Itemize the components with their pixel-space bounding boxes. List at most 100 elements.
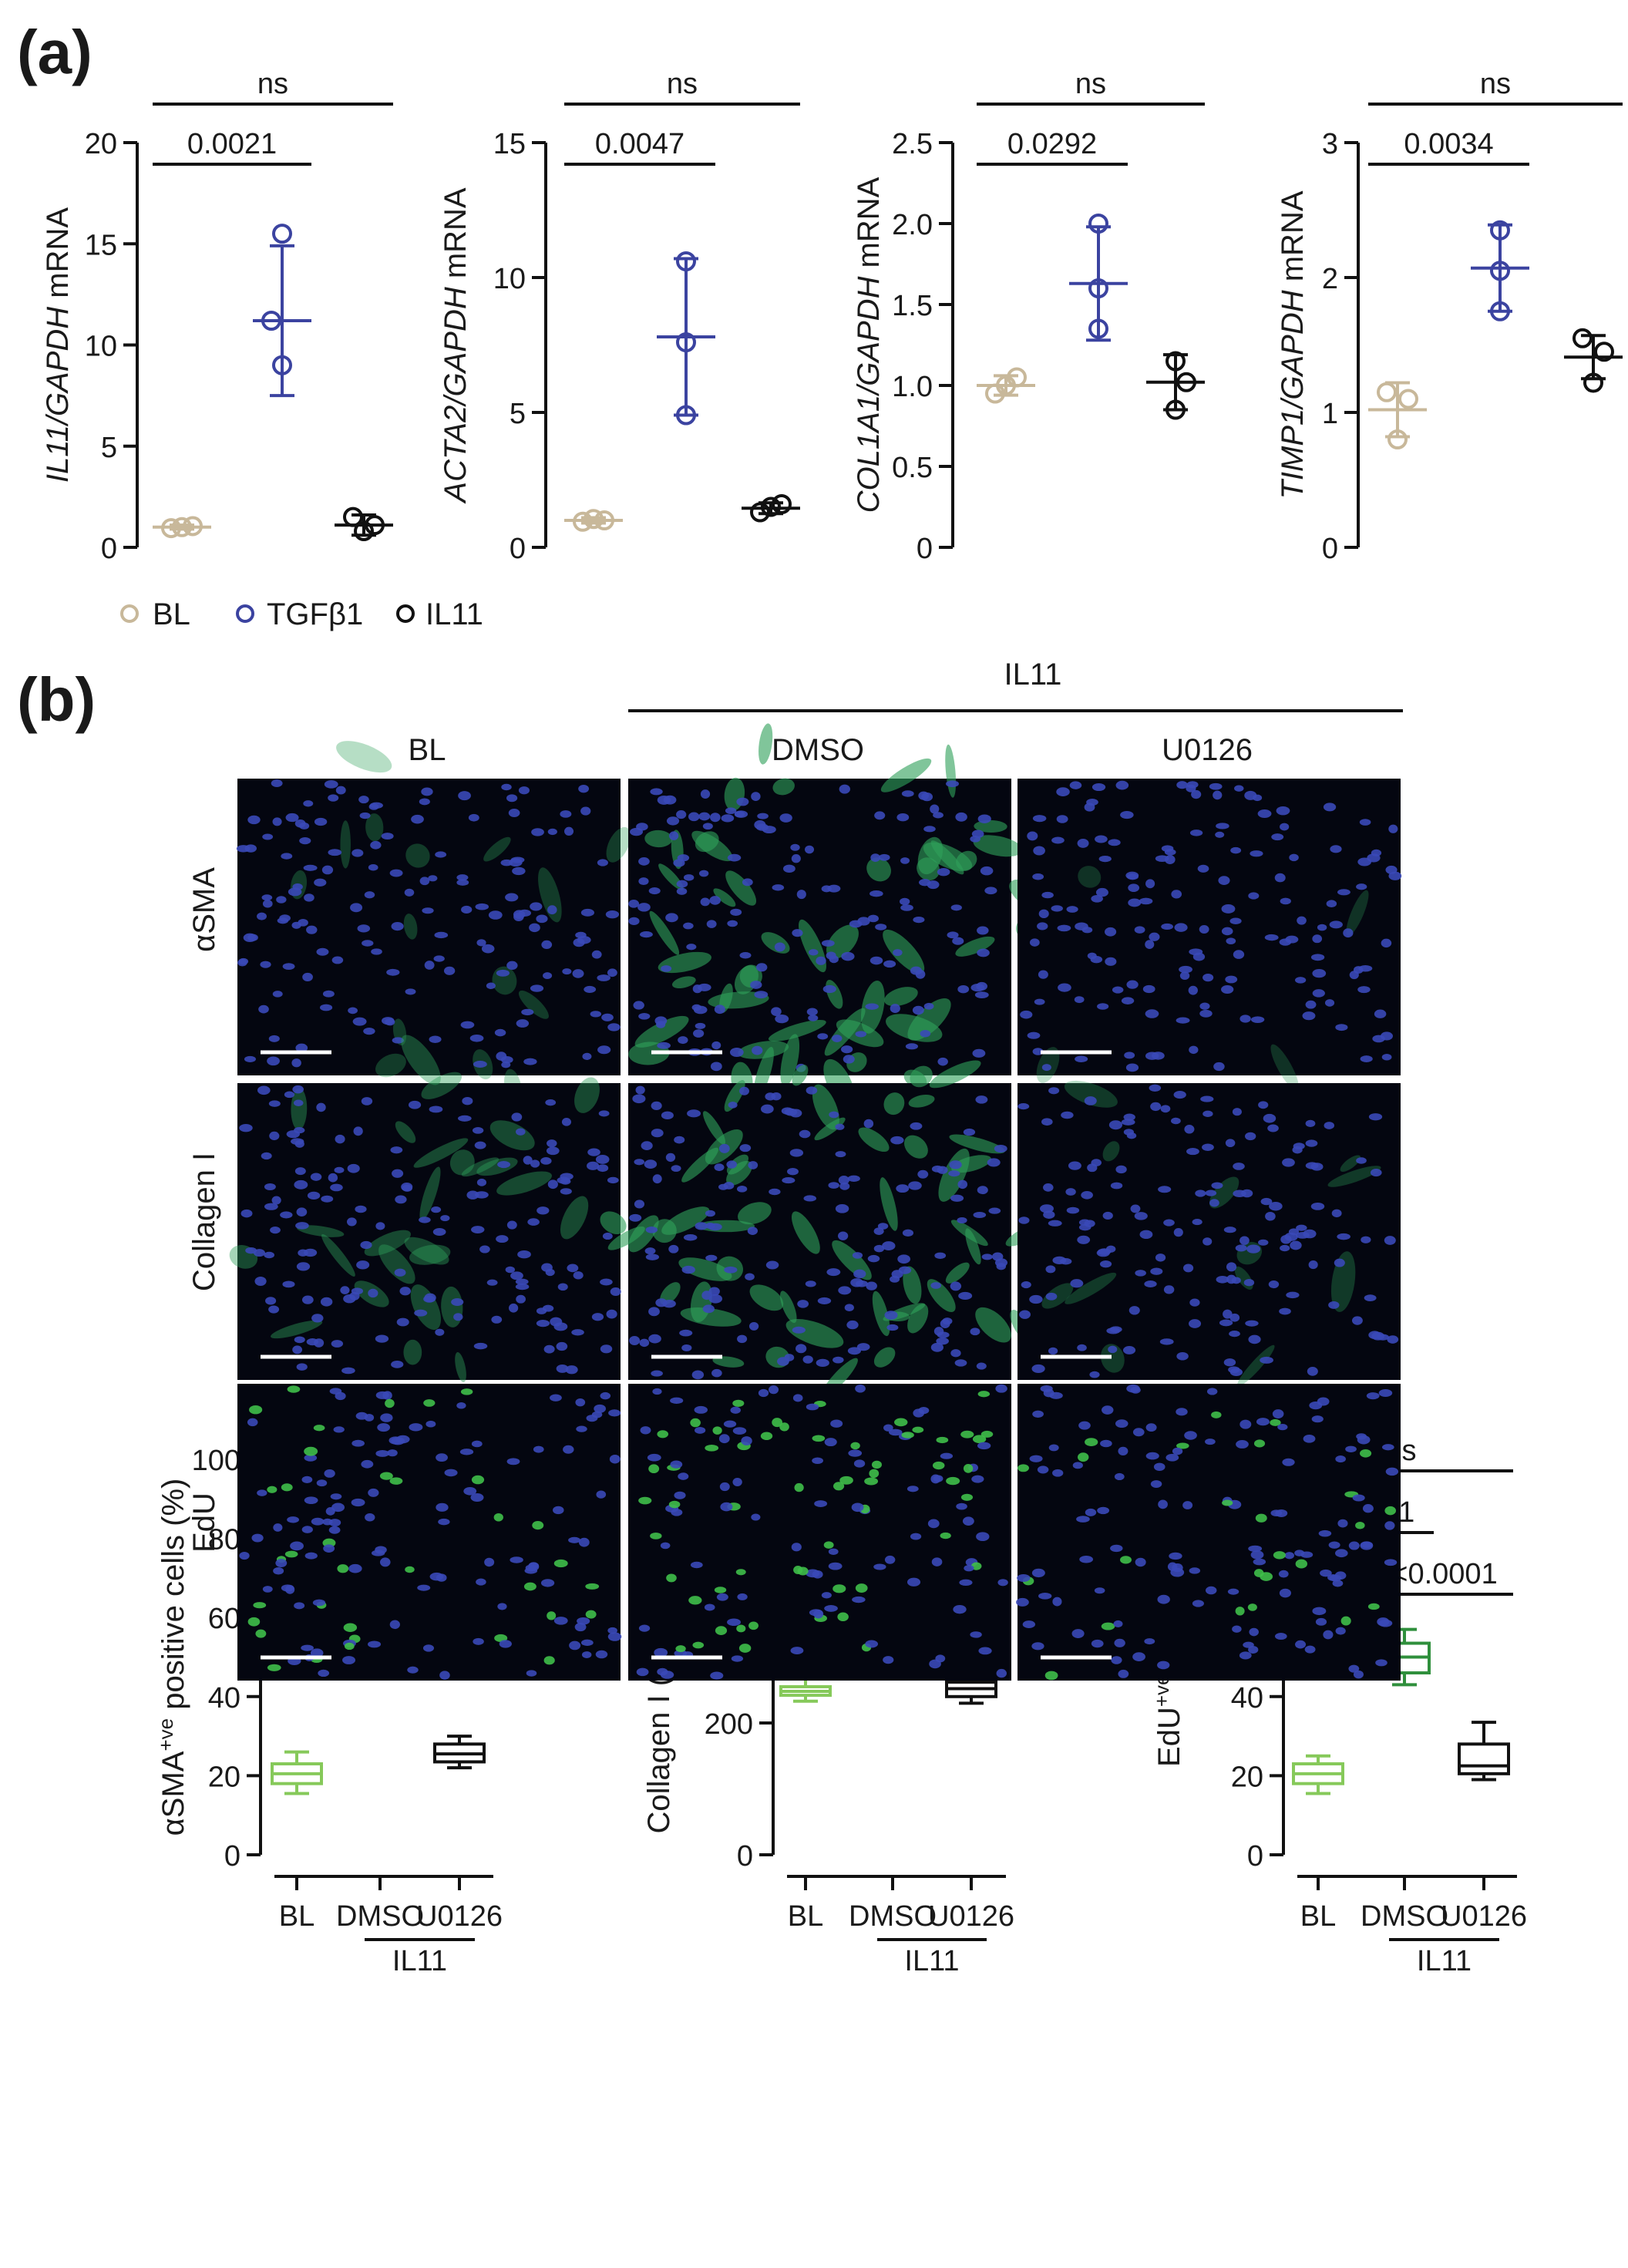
y-axis-label: TIMP1/GAPDH mRNA: [1276, 190, 1310, 499]
legend-marker-il11: [396, 604, 415, 623]
x-tick-label: U0126: [1441, 1900, 1527, 1933]
y-tick-label: 0: [1322, 533, 1338, 565]
data-point: [1007, 367, 1027, 388]
p-value-label: ns: [1075, 68, 1106, 100]
chart-il11: 0 5 10 15 20 IL11/GAPDH mRNA ns 0.0021: [41, 68, 393, 565]
p-value-label: ns: [1480, 68, 1511, 100]
micrograph-grid: [229, 723, 1402, 1681]
y-tick-label: 200: [705, 1708, 753, 1741]
data-point: [1490, 220, 1510, 241]
group-label: IL11: [1417, 1945, 1472, 1977]
data-point: [1088, 278, 1108, 298]
x-tick-label: DMSO: [849, 1900, 937, 1933]
data-point: [573, 511, 593, 532]
box-U0126: [1458, 1721, 1510, 1782]
y-tick-label: 2.0: [892, 209, 933, 241]
y-tick-label: 15: [85, 229, 117, 261]
chart-timp1: 0 1 2 3 TIMP1/GAPDH mRNA ns 0.0034: [1276, 68, 1623, 565]
y-tick-label: 60: [208, 1603, 240, 1635]
micrograph-row-asma: αSMA: [187, 867, 221, 952]
data-point: [1088, 318, 1108, 339]
y-tick-label: 1.0: [892, 371, 933, 403]
data-point: [594, 510, 614, 530]
legend-label-il11: IL11: [426, 597, 483, 631]
x-tick-label: BL: [788, 1900, 823, 1933]
legend-label-tgfb1: TGFβ1: [267, 597, 363, 631]
micrograph-Collagen I-BL: [229, 1035, 621, 1437]
data-point: [272, 224, 292, 244]
p-value-label: <0.0001: [1391, 1558, 1497, 1590]
data-point: [343, 506, 363, 527]
legend: BL TGFβ1 IL11: [120, 597, 483, 631]
micrograph-Collagen I-DMSO: [600, 1060, 1045, 1458]
data-point: [1594, 342, 1614, 362]
data-point: [772, 494, 792, 514]
micrograph-EdU-U0126: [1016, 1384, 1401, 1681]
micrograph-αSMA-U0126: [1018, 779, 1402, 1115]
p-value-label: 0.0047: [595, 128, 684, 160]
p-value-label: ns: [667, 68, 698, 100]
y-tick-label: 1: [1322, 398, 1338, 430]
micrograph-header: IL11 BL DMSO U0126 αSMA Collagen I EdU: [187, 658, 1403, 1553]
p-value-label: 0.0292: [1007, 128, 1097, 160]
p-value-label: 0.0034: [1404, 128, 1493, 160]
micrograph-EdU-DMSO: [628, 1384, 1011, 1681]
y-tick-label: 0: [224, 1840, 240, 1873]
micrograph-EdU-BL: [237, 1384, 622, 1681]
data-point: [1388, 429, 1408, 449]
panel-label-b: (b): [17, 665, 96, 734]
box-U0126: [433, 1735, 486, 1770]
micrograph-αSMA-BL: [236, 741, 631, 1108]
y-tick-label: 2.5: [892, 128, 933, 160]
y-tick-label: 40: [208, 1682, 240, 1714]
box-BL: [1292, 1754, 1344, 1795]
data-point: [183, 516, 203, 537]
micrograph-row-edu: EdU: [187, 1492, 221, 1553]
y-tick-label: 3: [1322, 128, 1338, 160]
micrograph-αSMA-DMSO: [628, 723, 1068, 1122]
data-point: [761, 496, 781, 517]
y-tick-label: 2: [1322, 263, 1338, 295]
y-tick-label: 20: [208, 1761, 240, 1793]
y-tick-label: 0: [1247, 1840, 1263, 1873]
y-tick-label: 5: [101, 432, 117, 464]
y-tick-label: 15: [493, 128, 526, 160]
y-tick-label: 0: [510, 533, 526, 565]
y-tick-label: 0: [737, 1840, 753, 1873]
legend-marker-tgfb1: [236, 604, 254, 623]
data-point: [676, 332, 696, 352]
micrograph-col-bl: BL: [409, 733, 446, 767]
group-label: IL11: [904, 1945, 959, 1977]
data-point: [676, 405, 696, 426]
x-tick-label: DMSO: [336, 1900, 424, 1933]
x-tick-label: U0126: [416, 1900, 503, 1933]
y-tick-label: 5: [510, 398, 526, 430]
y-tick-label: 1.5: [892, 290, 933, 322]
data-point: [172, 517, 192, 537]
data-point: [1166, 351, 1186, 372]
data-point: [1377, 382, 1397, 402]
y-axis-label: αSMA+ve positive cells (%): [154, 1479, 190, 1836]
data-point: [161, 518, 181, 539]
micrograph-row-collagen: Collagen I: [187, 1153, 221, 1291]
micrograph-Collagen I-U0126: [1018, 1080, 1401, 1387]
data-point: [272, 355, 292, 375]
y-tick-label: 0.5: [892, 452, 933, 484]
p-value-label: 0.0021: [187, 128, 277, 160]
x-tick-label: DMSO: [1361, 1900, 1448, 1933]
data-point: [1490, 261, 1510, 281]
y-tick-label: 10: [493, 263, 526, 295]
y-tick-label: 0: [101, 533, 117, 565]
y-tick-label: 40: [1231, 1682, 1263, 1714]
data-point: [261, 311, 281, 331]
y-tick-label: 10: [85, 331, 117, 363]
box-BL: [271, 1750, 323, 1795]
data-point: [1583, 372, 1603, 393]
y-tick-label: 100: [192, 1445, 240, 1477]
box-iqr: [1458, 1742, 1510, 1775]
data-point: [1490, 301, 1510, 321]
x-tick-label: BL: [1300, 1900, 1336, 1933]
data-point: [676, 251, 696, 271]
y-tick-label: 0: [917, 533, 933, 565]
